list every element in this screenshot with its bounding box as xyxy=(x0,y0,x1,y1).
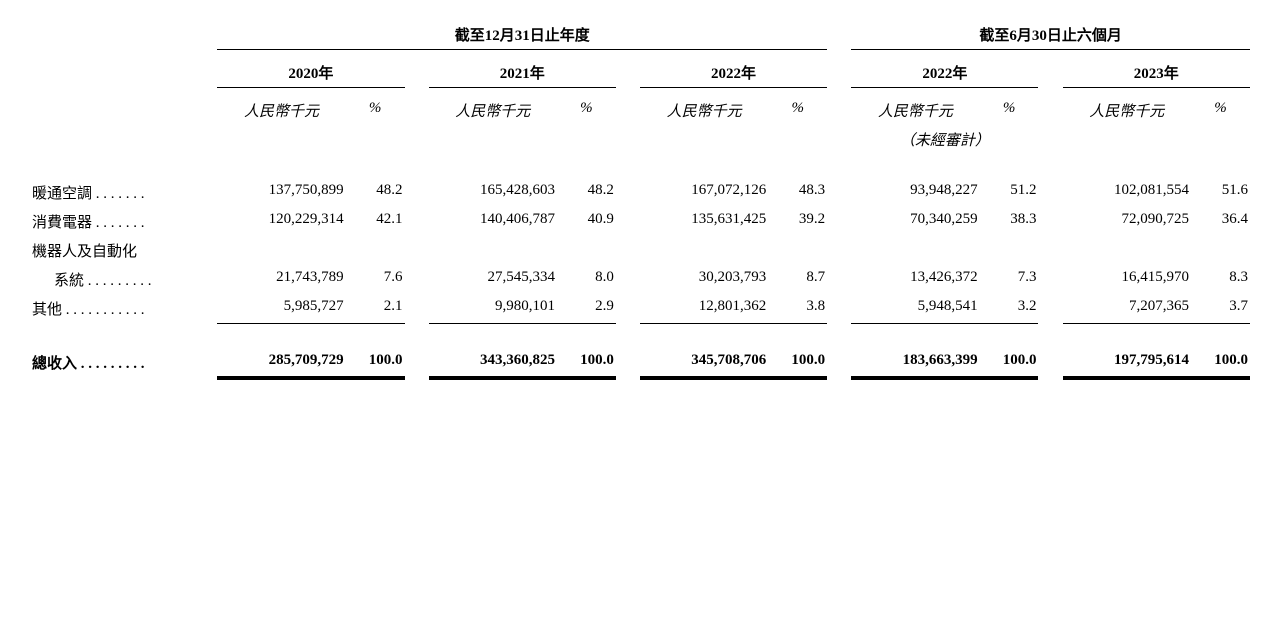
unit-label: 人民幣千元 xyxy=(851,96,979,125)
cell-value: 13,426,372 xyxy=(851,265,979,294)
cell-value: 40.9 xyxy=(557,207,616,236)
cell-value: 8.0 xyxy=(557,265,616,294)
cell-value: 7,207,365 xyxy=(1063,294,1191,323)
cell-value: 167,072,126 xyxy=(640,178,768,207)
interim-period-header: 截至6月30日止六個月 xyxy=(851,20,1250,50)
cell-value: 3.7 xyxy=(1191,294,1250,323)
pct-label: % xyxy=(768,96,827,125)
year-2022a: 2022年 xyxy=(640,58,827,88)
cell-value: 2.1 xyxy=(346,294,405,323)
year-2022h: 2022年 xyxy=(851,58,1038,88)
cell-value: 100.0 xyxy=(980,348,1039,377)
cell-value: 120,229,314 xyxy=(217,207,345,236)
cell-value: 51.2 xyxy=(980,178,1039,207)
year-2021: 2021年 xyxy=(429,58,616,88)
cell-value: 8.7 xyxy=(768,265,827,294)
cell-value: 48.2 xyxy=(346,178,405,207)
financial-table: 截至12月31日止年度 截至6月30日止六個月 2020年 2021年 2022… xyxy=(30,20,1250,377)
cell-value: 16,415,970 xyxy=(1063,265,1191,294)
table-row: 消費電器 . . . . . . . 120,229,314 42.1 140,… xyxy=(30,207,1250,236)
cell-value: 3.2 xyxy=(980,294,1039,323)
cell-value: 137,750,899 xyxy=(217,178,345,207)
row-label-hvac: 暖通空調 . . . . . . . xyxy=(30,178,217,207)
cell-value: 140,406,787 xyxy=(429,207,557,236)
cell-value: 100.0 xyxy=(557,348,616,377)
cell-value: 7.3 xyxy=(980,265,1039,294)
cell-value: 102,081,554 xyxy=(1063,178,1191,207)
pct-label: % xyxy=(1191,96,1250,125)
cell-value: 48.3 xyxy=(768,178,827,207)
cell-value: 8.3 xyxy=(1191,265,1250,294)
row-label-total: 總收入 . . . . . . . . . xyxy=(30,348,217,377)
row-label-robotics-a: 機器人及自動化 xyxy=(30,236,217,265)
row-label-consumer: 消費電器 . . . . . . . xyxy=(30,207,217,236)
cell-value: 93,948,227 xyxy=(851,178,979,207)
cell-value: 5,985,727 xyxy=(217,294,345,323)
pct-label: % xyxy=(557,96,616,125)
cell-value: 2.9 xyxy=(557,294,616,323)
unit-label: 人民幣千元 xyxy=(217,96,345,125)
cell-value: 285,709,729 xyxy=(217,348,345,377)
cell-value: 42.1 xyxy=(346,207,405,236)
cell-value: 9,980,101 xyxy=(429,294,557,323)
cell-value: 165,428,603 xyxy=(429,178,557,207)
table-row: 系統 . . . . . . . . . 21,743,789 7.6 27,5… xyxy=(30,265,1250,294)
cell-value: 343,360,825 xyxy=(429,348,557,377)
cell-value: 72,090,725 xyxy=(1063,207,1191,236)
cell-value: 48.2 xyxy=(557,178,616,207)
table-row: 機器人及自動化 xyxy=(30,236,1250,265)
year-2023h: 2023年 xyxy=(1063,58,1250,88)
cell-value: 100.0 xyxy=(1191,348,1250,377)
cell-value: 5,948,541 xyxy=(851,294,979,323)
total-row: 總收入 . . . . . . . . . 285,709,729 100.0 … xyxy=(30,348,1250,377)
row-label-other: 其他 . . . . . . . . . . . xyxy=(30,294,217,323)
cell-value: 27,545,334 xyxy=(429,265,557,294)
table-row: 其他 . . . . . . . . . . . 5,985,727 2.1 9… xyxy=(30,294,1250,323)
cell-value: 100.0 xyxy=(768,348,827,377)
cell-value: 7.6 xyxy=(346,265,405,294)
cell-value: 30,203,793 xyxy=(640,265,768,294)
annual-period-header: 截至12月31日止年度 xyxy=(217,20,827,50)
cell-value: 183,663,399 xyxy=(851,348,979,377)
cell-value: 12,801,362 xyxy=(640,294,768,323)
pct-label: % xyxy=(346,96,405,125)
cell-value: 345,708,706 xyxy=(640,348,768,377)
cell-value: 39.2 xyxy=(768,207,827,236)
unit-label: 人民幣千元 xyxy=(429,96,557,125)
pct-label: % xyxy=(980,96,1039,125)
unit-label: 人民幣千元 xyxy=(640,96,768,125)
cell-value: 100.0 xyxy=(346,348,405,377)
cell-value: 197,795,614 xyxy=(1063,348,1191,377)
cell-value: 38.3 xyxy=(980,207,1039,236)
table-row: 暖通空調 . . . . . . . 137,750,899 48.2 165,… xyxy=(30,178,1250,207)
cell-value: 135,631,425 xyxy=(640,207,768,236)
unit-label: 人民幣千元 xyxy=(1063,96,1191,125)
cell-value: 3.8 xyxy=(768,294,827,323)
cell-value: 36.4 xyxy=(1191,207,1250,236)
unaudited-label: （未經審計） xyxy=(851,125,1038,154)
year-2020: 2020年 xyxy=(217,58,404,88)
cell-value: 21,743,789 xyxy=(217,265,345,294)
row-label-robotics-b: 系統 . . . . . . . . . xyxy=(30,265,217,294)
cell-value: 70,340,259 xyxy=(851,207,979,236)
cell-value: 51.6 xyxy=(1191,178,1250,207)
